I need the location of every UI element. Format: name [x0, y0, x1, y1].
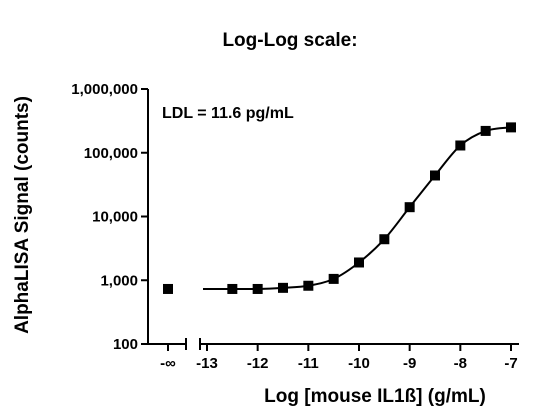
y-tick-label: 100 — [113, 336, 138, 353]
x-tick-label: -13 — [196, 355, 218, 372]
y-axis-label: AlphaLISA Signal (counts) — [12, 96, 33, 334]
marker — [163, 283, 173, 294]
marker — [455, 140, 466, 151]
marker — [506, 122, 516, 133]
fit-curve — [232, 126, 512, 291]
marker — [379, 234, 390, 245]
marker — [430, 170, 440, 181]
x-tick-label: -11 — [298, 355, 319, 372]
marker — [278, 282, 288, 293]
x-tick-label: -9 — [403, 355, 416, 372]
x-tick-label: -8 — [454, 355, 467, 372]
marker — [252, 283, 263, 294]
y-tick-label: 1,000 — [100, 272, 138, 289]
x-tick-label: -10 — [348, 355, 370, 372]
marker — [303, 280, 314, 291]
marker — [227, 283, 238, 294]
chart-title: Log-Log scale: — [222, 30, 357, 51]
x-tick-label: -∞ — [160, 355, 176, 372]
x-tick-label: -12 — [247, 355, 269, 372]
marker — [328, 273, 339, 284]
y-tick-label: 1,000,000 — [71, 81, 138, 98]
x-axis-label: Log [mouse IL1ß] (g/mL) — [264, 386, 486, 407]
marker — [404, 202, 415, 213]
y-tick-label: 100,000 — [84, 145, 138, 162]
x-tick-label: -7 — [504, 355, 517, 372]
marker — [480, 125, 491, 136]
marker — [354, 257, 364, 268]
y-tick-label: 10,000 — [92, 209, 138, 226]
annotation: LDL = 11.6 pg/mL — [162, 105, 294, 122]
